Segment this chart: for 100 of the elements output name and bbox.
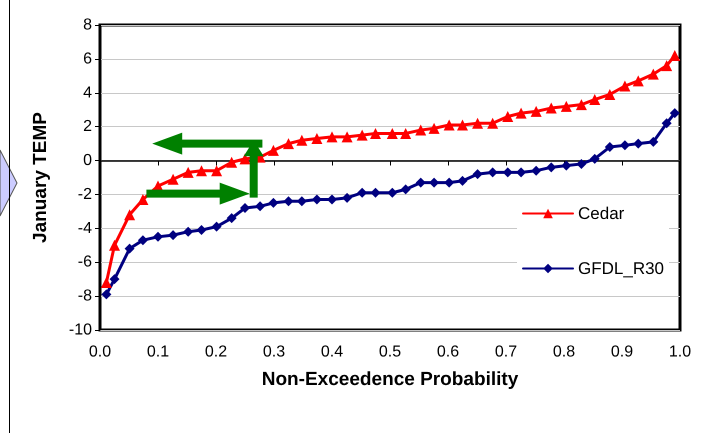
point	[240, 203, 250, 213]
point	[457, 119, 468, 130]
point	[183, 226, 194, 237]
x-tick-label: 0.1	[146, 344, 170, 360]
point	[268, 198, 278, 208]
point	[487, 118, 498, 129]
x-axis-title: Non-Exceedence Probability	[262, 369, 519, 390]
point	[296, 196, 307, 206]
x-tick-label: 1.0	[668, 344, 692, 360]
point	[284, 196, 294, 206]
x-tick-label: 0.4	[320, 344, 344, 360]
point	[137, 194, 148, 206]
point	[472, 118, 484, 129]
x-tick-label: 0.2	[204, 344, 228, 360]
point	[311, 133, 322, 144]
point	[400, 184, 411, 194]
point	[124, 209, 136, 220]
point	[211, 165, 222, 176]
point	[226, 213, 237, 224]
point	[560, 100, 572, 112]
y-tick-label: 4	[83, 84, 92, 102]
point	[531, 166, 542, 176]
point	[101, 289, 112, 300]
point	[502, 111, 514, 122]
point	[619, 80, 630, 92]
point	[240, 153, 250, 164]
point	[342, 131, 353, 142]
point	[648, 68, 659, 80]
point	[296, 134, 308, 146]
point	[620, 140, 630, 150]
point	[110, 274, 120, 284]
point	[212, 222, 222, 232]
point	[648, 136, 658, 147]
x-tick-label: 0.0	[88, 344, 112, 360]
x-tick-label: 0.9	[610, 344, 634, 360]
point	[312, 194, 322, 205]
point	[182, 166, 194, 178]
point	[444, 178, 454, 188]
point	[416, 178, 426, 188]
point	[561, 160, 572, 171]
x-tick-label: 0.3	[262, 344, 286, 360]
y-axis-title: January TEMP	[30, 112, 51, 243]
x-tick-label: 0.8	[552, 344, 576, 360]
point	[226, 156, 238, 168]
point	[387, 188, 398, 198]
point	[428, 122, 440, 134]
point	[458, 176, 468, 186]
point	[124, 244, 135, 254]
point	[632, 75, 644, 86]
point	[669, 50, 680, 61]
point	[109, 240, 120, 251]
point	[444, 119, 455, 130]
point	[546, 102, 557, 114]
point	[196, 225, 206, 236]
point	[662, 118, 672, 128]
point	[400, 128, 412, 139]
y-tick-label: 2	[83, 118, 92, 136]
point	[153, 232, 163, 242]
point	[326, 131, 338, 142]
legend-label: Cedar	[578, 204, 625, 223]
legend-label: GFDL_R30	[578, 259, 664, 278]
point	[516, 167, 526, 178]
y-tick-label: -10	[68, 322, 92, 338]
y-tick-label: -8	[78, 288, 92, 305]
point	[283, 138, 294, 150]
point	[488, 167, 498, 178]
point	[168, 230, 178, 240]
point	[576, 99, 587, 110]
y-tick-label: 0	[83, 152, 92, 170]
point	[502, 167, 513, 178]
point	[530, 106, 542, 117]
y-tick-label: -4	[78, 220, 92, 237]
point	[138, 235, 148, 246]
point	[100, 277, 112, 288]
point	[429, 178, 440, 188]
point	[168, 174, 179, 185]
y-tick-label: 8	[83, 16, 92, 34]
point	[415, 124, 426, 136]
point	[546, 162, 556, 172]
point	[604, 88, 616, 100]
point	[327, 194, 337, 205]
point	[268, 144, 279, 156]
y-tick-label: -2	[78, 186, 92, 203]
point	[516, 108, 527, 119]
point	[370, 188, 380, 198]
point	[342, 192, 352, 203]
point	[661, 60, 672, 72]
point	[589, 94, 600, 106]
point	[255, 201, 266, 212]
point	[576, 158, 586, 169]
point	[357, 188, 368, 198]
point	[590, 154, 600, 164]
x-tick-label: 0.5	[378, 344, 402, 360]
x-tick-label: 0.6	[436, 344, 460, 360]
point	[604, 142, 615, 152]
y-tick-label: 6	[83, 50, 92, 68]
y-tick-label: -6	[78, 254, 92, 271]
point	[356, 130, 368, 141]
point	[633, 138, 644, 149]
point	[370, 128, 381, 139]
